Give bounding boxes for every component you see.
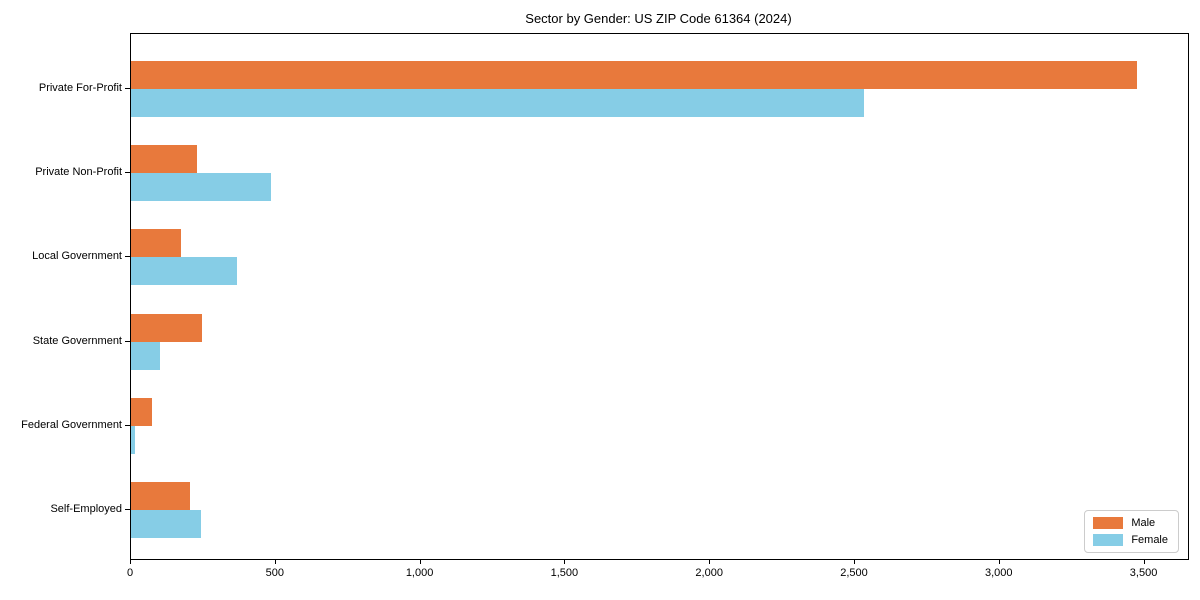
legend: Male Female <box>1084 510 1179 553</box>
bar-female-2 <box>131 257 237 286</box>
bar-male-0 <box>131 61 1137 89</box>
y-tick-mark <box>125 340 130 342</box>
bar-female-0 <box>131 89 864 117</box>
y-tick-mark <box>125 509 130 510</box>
bar-male-4 <box>131 397 152 426</box>
plot-area: Male Female <box>130 33 1189 560</box>
bar-male-1 <box>131 145 197 174</box>
x-tick-mark <box>1143 559 1145 564</box>
y-tick-label: State Government <box>32 334 122 347</box>
y-tick-mark <box>125 88 130 89</box>
chart-title: Sector by Gender: US ZIP Code 61364 (202… <box>525 11 792 26</box>
legend-swatch-female <box>1093 534 1124 546</box>
bar-male-5 <box>131 482 190 510</box>
y-tick-label: Private Non-Profit <box>35 166 122 179</box>
y-tick-mark <box>125 424 130 426</box>
x-tick-label: 2,500 <box>840 567 868 579</box>
y-tick-label: Self-Employed <box>50 503 122 515</box>
x-tick-label: 500 <box>265 567 284 579</box>
y-tick-mark <box>125 256 130 258</box>
x-tick-label: 1,000 <box>405 567 434 579</box>
legend-label: Male <box>1131 517 1156 529</box>
legend-item-female: Female <box>1093 534 1168 546</box>
x-tick-mark <box>274 559 276 564</box>
bar-male-3 <box>131 313 202 342</box>
x-tick-label: 1,500 <box>550 567 579 579</box>
x-tick-mark <box>709 559 711 564</box>
x-tick-label: 3,000 <box>985 567 1013 579</box>
bar-female-1 <box>131 173 271 202</box>
bar-female-4 <box>131 425 135 454</box>
y-tick-mark <box>125 172 130 174</box>
bar-male-2 <box>131 229 181 258</box>
x-tick-mark <box>998 559 1000 564</box>
y-tick-label: Local Government <box>32 250 122 263</box>
x-tick-label: 3,500 <box>1129 567 1158 579</box>
y-tick-label: Federal Government <box>21 418 122 431</box>
legend-item-male: Male <box>1093 517 1168 529</box>
bar-female-5 <box>131 510 201 538</box>
legend-swatch-male <box>1093 517 1124 529</box>
x-tick-mark <box>853 559 855 564</box>
legend-label: Female <box>1131 534 1168 546</box>
bar-female-3 <box>131 341 160 370</box>
y-tick-label: Private For-Profit <box>38 82 122 94</box>
x-tick-mark <box>130 559 131 564</box>
x-tick-label: 2,000 <box>695 567 723 579</box>
x-tick-mark <box>419 559 421 564</box>
x-tick-mark <box>564 559 566 564</box>
x-tick-label: 0 <box>126 567 134 579</box>
